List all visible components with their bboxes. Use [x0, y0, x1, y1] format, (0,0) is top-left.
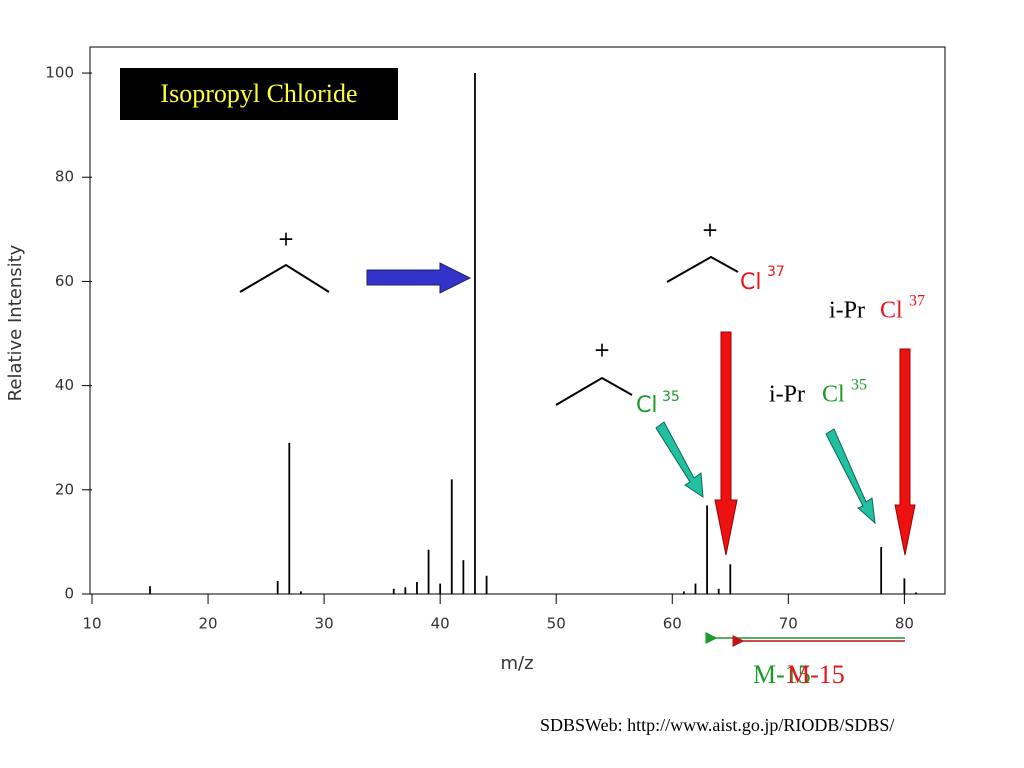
annotation: +: [278, 227, 295, 251]
x-tick-label: 20: [199, 615, 218, 633]
y-tick-label: 100: [45, 64, 74, 82]
annotation: +: [702, 218, 719, 242]
molecules: [239, 255, 739, 406]
annotation: +: [594, 338, 611, 362]
y-axis-label: Relative Intensity: [5, 244, 26, 401]
annotation: 35: [851, 377, 867, 394]
molecule: [666, 255, 739, 283]
y-tick-label: 80: [55, 168, 74, 186]
blue-arrow: [366, 262, 472, 294]
annotation: i-Pr: [769, 382, 805, 408]
teal-arrow: [825, 428, 876, 525]
annotation: i-Pr: [829, 298, 865, 324]
plot-frame: [89, 46, 946, 595]
annotation: Cl: [880, 298, 903, 324]
chart-title: Isopropyl Chloride: [160, 79, 357, 108]
annotation: Cl: [636, 393, 657, 418]
annotation: M-15: [787, 660, 845, 689]
title-box: [120, 68, 398, 120]
y-tick-label: 60: [55, 272, 74, 290]
annotation: M-15: [753, 660, 811, 689]
x-tick-label: 60: [663, 615, 682, 633]
x-tick-label: 70: [779, 615, 798, 633]
teal-arrow: [655, 421, 704, 498]
x-tick-label: 80: [895, 615, 914, 633]
molecule: [239, 263, 330, 293]
annotation: Cl: [740, 270, 761, 295]
molecule: [555, 376, 633, 406]
red-arrow: [714, 331, 738, 556]
annotation: Cl: [822, 382, 845, 408]
annotation: 35: [662, 389, 680, 405]
annotation: 37: [767, 264, 785, 280]
y-tick-label: 20: [55, 480, 74, 498]
x-tick-label: 50: [547, 615, 566, 633]
x-tick-label: 40: [431, 615, 450, 633]
y-tick-label: 0: [64, 585, 74, 603]
red-arrow: [894, 348, 916, 556]
x-axis-label: m/z: [500, 653, 533, 674]
annotation: 37: [909, 293, 925, 310]
source: SDBSWeb: http://www.aist.go.jp/RIODB/SDB…: [540, 715, 894, 735]
y-tick-label: 40: [55, 376, 74, 394]
x-tick-label: 10: [82, 615, 101, 633]
x-tick-label: 30: [315, 615, 334, 633]
